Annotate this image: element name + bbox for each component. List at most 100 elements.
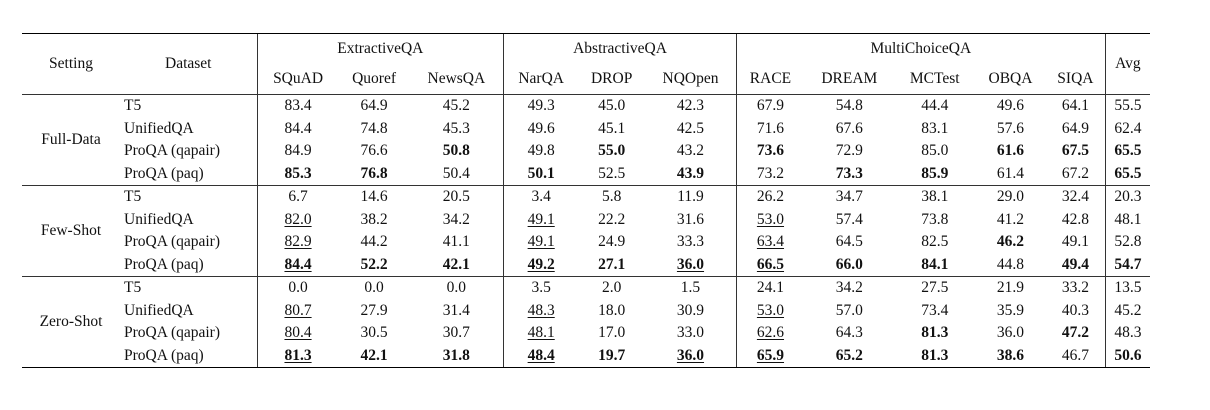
- score-cell: 49.8: [503, 140, 579, 163]
- score-value: 64.1: [1061, 97, 1089, 115]
- score-cell: 54.8: [804, 95, 895, 118]
- score-cell: 48.3: [1104, 322, 1150, 345]
- score-cell: 64.5: [804, 231, 895, 254]
- score-value: 3.4: [531, 188, 551, 206]
- score-value: 42.8: [1061, 210, 1089, 228]
- score-value: 48.3: [1114, 324, 1142, 342]
- score-value: 27.9: [360, 301, 388, 319]
- table-row: ProQA (paq) 81.3 42.1 31.8 48.4 19.7 36.0 65.9 6…: [22, 344, 1150, 368]
- score-value: 50.1: [527, 164, 555, 182]
- score-value: 85.0: [921, 142, 949, 160]
- score-value: 44.4: [921, 97, 949, 115]
- score-value: 21.9: [996, 279, 1025, 297]
- score-cell: 62.6: [735, 322, 805, 345]
- score-value: 62.6: [756, 324, 785, 342]
- score-value: 35.9: [996, 301, 1025, 319]
- score-cell: 50.8: [410, 140, 504, 163]
- score-value: 49.1: [527, 210, 555, 228]
- score-cell: 38.1: [895, 186, 975, 209]
- results-table: Setting Dataset ExtractiveQA Abstractive…: [22, 33, 1150, 368]
- score-cell: 76.6: [339, 140, 410, 163]
- group-header-multichoiceqa: MultiChoiceQA: [735, 33, 1106, 64]
- score-value: 41.2: [996, 210, 1025, 228]
- score-value: 64.5: [835, 233, 863, 251]
- score-value: 31.8: [442, 346, 470, 364]
- table-row: ProQA (paq) 84.4 52.2 42.1 49.2 27.1 36.0 66.5 6…: [22, 253, 1150, 277]
- score-value: 0.0: [364, 279, 384, 297]
- score-value: 31.6: [676, 210, 705, 228]
- score-value: 49.8: [527, 142, 555, 160]
- score-cell: 84.4: [256, 117, 339, 140]
- score-cell: 42.1: [409, 253, 504, 277]
- score-value: 0.0: [446, 279, 467, 297]
- score-cell: 31.8: [409, 344, 504, 368]
- score-cell: 81.3: [894, 344, 975, 368]
- score-cell: 49.1: [503, 208, 579, 231]
- score-cell: 33.2: [1046, 277, 1105, 300]
- score-value: 41.1: [442, 233, 470, 251]
- group-header-abstractiveqa: AbstractiveQA: [503, 33, 737, 64]
- score-value: 52.2: [360, 255, 388, 273]
- dataset-header: Dataset: [120, 33, 257, 95]
- score-value: 17.0: [598, 324, 626, 342]
- score-cell: 29.0: [975, 186, 1046, 209]
- score-cell: 61.6: [975, 140, 1046, 163]
- score-cell: 64.9: [1046, 118, 1105, 141]
- score-cell: 54.7: [1104, 253, 1150, 277]
- score-cell: 65.5: [1104, 140, 1150, 163]
- score-value: 83.4: [284, 97, 312, 115]
- score-value: 42.1: [442, 255, 470, 273]
- score-value: 62.4: [1114, 119, 1142, 137]
- score-cell: 22.2: [578, 209, 645, 232]
- score-value: 49.6: [996, 97, 1025, 115]
- score-cell: 49.3: [503, 94, 579, 118]
- score-value: 55.0: [598, 142, 626, 160]
- score-cell: 57.6: [975, 118, 1046, 141]
- score-value: 84.1: [921, 255, 949, 273]
- score-value: 30.7: [442, 324, 470, 342]
- score-value: 84.4: [284, 119, 312, 137]
- score-value: 20.3: [1114, 188, 1142, 206]
- score-value: 30.9: [676, 301, 705, 319]
- score-value: 42.5: [676, 119, 705, 137]
- score-value: 48.1: [1114, 210, 1142, 228]
- score-value: 64.9: [360, 97, 388, 115]
- score-cell: 45.0: [578, 95, 645, 118]
- score-cell: 35.9: [975, 300, 1046, 323]
- score-value: 73.2: [756, 164, 785, 182]
- score-cell: 42.1: [338, 344, 410, 368]
- score-value: 65.2: [835, 346, 863, 364]
- dataset-label: ProQA (paq): [120, 253, 257, 277]
- score-cell: 34.7: [804, 186, 895, 209]
- score-cell: 82.0: [256, 208, 339, 231]
- score-value: 3.5: [531, 279, 551, 297]
- score-cell: 63.4: [735, 231, 805, 254]
- score-value: 34.2: [835, 279, 863, 297]
- column-header-dream: DREAM: [804, 64, 895, 95]
- score-cell: 65.5: [1104, 162, 1150, 186]
- score-cell: 24.9: [578, 231, 645, 254]
- column-header-newsqa: NewsQA: [409, 64, 504, 95]
- score-value: 24.9: [598, 233, 626, 251]
- score-cell: 45.3: [410, 118, 504, 141]
- score-value: 50.6: [1114, 346, 1142, 364]
- score-value: 29.0: [996, 188, 1025, 206]
- score-value: 43.2: [676, 142, 705, 160]
- score-cell: 84.1: [894, 253, 975, 277]
- column-header-obqa: OBQA: [974, 64, 1046, 95]
- score-value: 57.0: [835, 301, 863, 319]
- table-row: Full-Data T5 83.4 64.9 45.2 49.3 45.0 42.3 67.9 5…: [22, 94, 1150, 186]
- column-header-nqopen: NQOpen: [645, 64, 737, 95]
- score-cell: 0.0: [256, 276, 339, 300]
- score-cell: 48.1: [503, 322, 579, 345]
- score-cell: 34.2: [410, 209, 504, 232]
- score-value: 42.3: [676, 97, 705, 115]
- score-value: 73.3: [835, 164, 863, 182]
- score-value: 82.9: [284, 233, 312, 251]
- score-cell: 27.9: [339, 300, 410, 323]
- score-cell: 5.8: [578, 186, 645, 209]
- score-value: 38.6: [996, 346, 1025, 364]
- score-cell: 20.5: [410, 186, 504, 209]
- score-cell: 73.8: [895, 209, 975, 232]
- score-cell: 73.2: [735, 162, 805, 186]
